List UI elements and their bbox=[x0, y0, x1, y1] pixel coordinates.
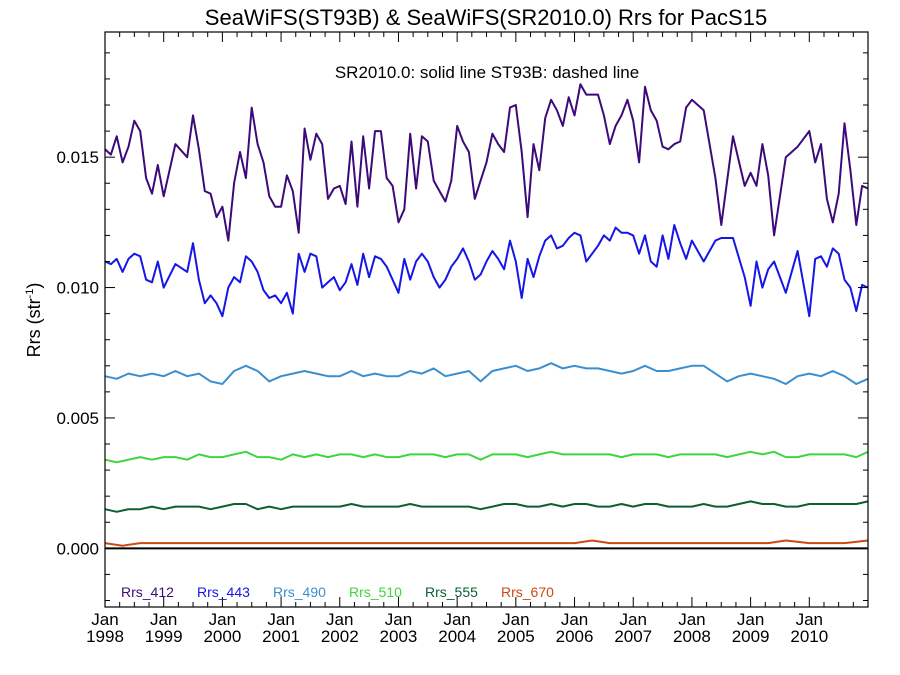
series-line-rrs-412 bbox=[104, 83, 869, 242]
x-tick-month-label: Jan bbox=[209, 610, 236, 629]
legend-item-rrs-510: Rrs_510 bbox=[349, 584, 402, 600]
x-tick-year-label: 2001 bbox=[262, 627, 300, 646]
x-tick-year-label: 2005 bbox=[497, 627, 535, 646]
x-tick-year-label: 2007 bbox=[614, 627, 652, 646]
y-tick-label: 0.010 bbox=[56, 279, 99, 298]
legend-item-rrs-555: Rrs_555 bbox=[425, 584, 478, 600]
series-line-rrs-670 bbox=[104, 539, 869, 547]
legend-item-rrs-443: Rrs_443 bbox=[197, 584, 250, 600]
x-tick-month-label: Jan bbox=[796, 610, 823, 629]
x-tick-year-label: 2006 bbox=[556, 627, 594, 646]
x-tick-month-label: Jan bbox=[561, 610, 588, 629]
y-tick-label: 0.015 bbox=[56, 148, 99, 167]
series-line-rrs-510 bbox=[104, 450, 869, 464]
series-layer bbox=[104, 83, 869, 547]
x-tick-year-label: 2009 bbox=[732, 627, 770, 646]
legend-item-rrs-670: Rrs_670 bbox=[501, 584, 554, 600]
x-tick-year-label: 1999 bbox=[145, 627, 183, 646]
x-tick-month-label: Jan bbox=[385, 610, 412, 629]
y-axis-label-tail: ) bbox=[24, 283, 44, 289]
legend: Rrs_412 Rrs_443 Rrs_490 Rrs_510 Rrs_555 Rrs_6… bbox=[121, 584, 554, 600]
x-tick-year-label: 2004 bbox=[438, 627, 476, 646]
x-tick-year-label: 2008 bbox=[673, 627, 711, 646]
chart-title: SeaWiFS(ST93B) & SeaWiFS(SR2010.0) Rrs f… bbox=[205, 5, 767, 30]
x-tick-year-label: 2003 bbox=[380, 627, 418, 646]
series-line-rrs-555 bbox=[104, 500, 869, 513]
x-tick-month-label: Jan bbox=[91, 610, 118, 629]
x-tick-month-label: Jan bbox=[678, 610, 705, 629]
x-tick-month-label: Jan bbox=[737, 610, 764, 629]
x-tick-month-label: Jan bbox=[443, 610, 470, 629]
axis-layer: 0.0000.0050.0100.015Jan1998Jan1999Jan200… bbox=[56, 32, 868, 646]
x-tick-month-label: Jan bbox=[502, 610, 529, 629]
y-axis-label: Rrs (str-1) bbox=[24, 283, 44, 358]
y-tick-label: 0.005 bbox=[56, 409, 99, 428]
series-line-rrs-443 bbox=[104, 224, 869, 318]
legend-item-rrs-490: Rrs_490 bbox=[273, 584, 326, 600]
x-tick-month-label: Jan bbox=[267, 610, 294, 629]
line-style-annotation: SR2010.0: solid line ST93B: dashed line bbox=[335, 63, 639, 82]
x-tick-month-label: Jan bbox=[326, 610, 353, 629]
x-tick-year-label: 1998 bbox=[86, 627, 124, 646]
x-tick-year-label: 2010 bbox=[790, 627, 828, 646]
x-tick-year-label: 2000 bbox=[203, 627, 241, 646]
y-tick-label: 0.000 bbox=[56, 539, 99, 558]
x-tick-month-label: Jan bbox=[150, 610, 177, 629]
y-axis-label-superscript: -1 bbox=[24, 289, 36, 299]
legend-item-rrs-412: Rrs_412 bbox=[121, 584, 174, 600]
x-tick-year-label: 2002 bbox=[321, 627, 359, 646]
series-line-rrs-490 bbox=[104, 362, 869, 385]
x-tick-month-label: Jan bbox=[620, 610, 647, 629]
y-axis-label-main: Rrs (str bbox=[24, 298, 44, 357]
